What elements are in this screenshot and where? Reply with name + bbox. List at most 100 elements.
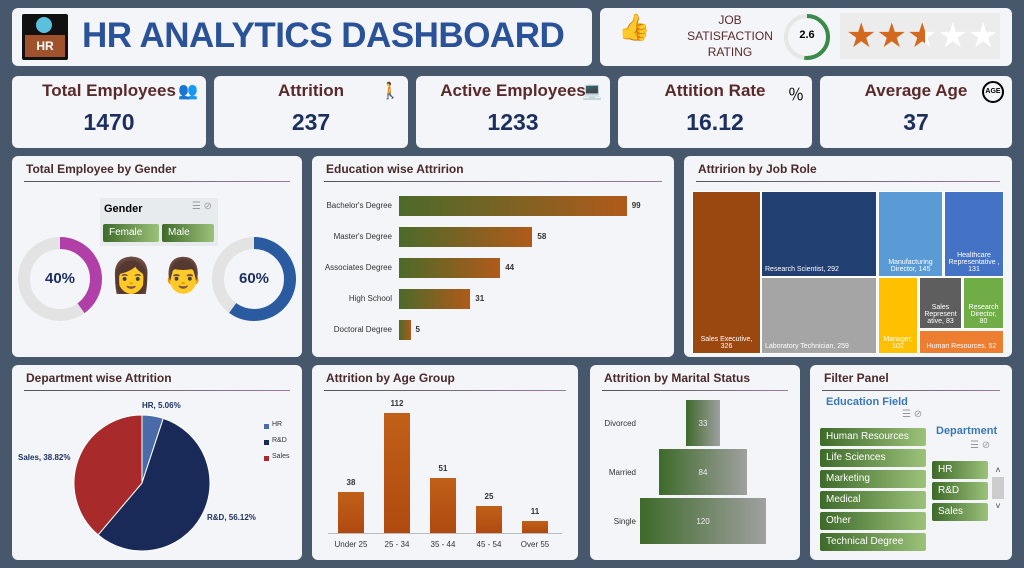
people-group-icon: 👥 — [178, 83, 198, 100]
bar — [399, 289, 471, 309]
bar — [399, 258, 501, 278]
logo-text: HR — [25, 35, 65, 57]
kpi-card: Attition Rate 16.12 ％ — [618, 76, 812, 148]
title-card: HR HR ANALYTICS DASHBOARD — [12, 8, 592, 66]
bar — [658, 449, 748, 495]
bar-label: Master's Degree — [333, 232, 392, 241]
male-percent: 60% — [238, 270, 270, 287]
legend-swatch — [264, 424, 269, 429]
card-title: Attririon by Job Role — [698, 162, 817, 176]
data-label: 44 — [505, 263, 515, 272]
slicer-option-female[interactable]: Female — [103, 224, 159, 242]
gender-slicer: Gender ☰ ⊘ Female Male — [100, 198, 218, 246]
department-slicer-title: Department — [936, 425, 998, 437]
data-label: 33 — [698, 419, 708, 428]
slicer-option-education[interactable]: Life Sciences — [820, 449, 926, 467]
data-label: 38 — [346, 478, 356, 488]
x-axis — [328, 533, 562, 534]
slicer-option-department[interactable]: Sales — [932, 503, 988, 521]
data-label: 99 — [631, 201, 641, 210]
pie-slice-rd — [97, 417, 211, 552]
kpi-title: Average Age — [864, 81, 968, 100]
legend-label: HR — [272, 421, 283, 428]
treemap-tile: Sales Represent ative, 83 — [919, 277, 962, 329]
bar — [430, 478, 456, 533]
kpi-value: 37 — [903, 109, 929, 135]
kpi-card: Total Employees 1470 👥 — [12, 76, 206, 148]
bar-label: Associates Degree — [324, 263, 392, 272]
slicer-option-education[interactable]: Human Resources — [820, 428, 926, 446]
card-title: Attrition by Age Group — [326, 371, 455, 385]
treemap-tile: Human Resources, 52 — [919, 330, 1004, 354]
axis-label: 45 - 54 — [476, 540, 502, 549]
male-donut — [212, 237, 296, 321]
treemap-tile: Manager, 102 — [878, 277, 918, 354]
page-title: HR ANALYTICS DASHBOARD — [82, 16, 565, 55]
pie-data-label: HR, 5.06% — [142, 401, 181, 410]
pie-data-label: Sales, 38.82% — [18, 453, 71, 462]
kpi-title: Attition Rate — [664, 81, 766, 100]
kpi-title: Total Employees — [42, 81, 176, 100]
data-label: 11 — [530, 507, 540, 517]
bar — [399, 196, 627, 216]
axis-label: 35 - 44 — [430, 540, 456, 549]
bar — [640, 498, 766, 544]
department-pie-chart — [73, 414, 211, 552]
age-icon: AGE — [982, 81, 1004, 103]
filter-panel: Filter Panel Education Field ☰ ⊘ Departm… — [810, 365, 1012, 560]
slicer-option-department[interactable]: R&D — [932, 482, 988, 500]
axis-label: Under 25 — [334, 540, 368, 549]
legend-label: Sales — [272, 453, 290, 460]
data-label: 51 — [438, 464, 448, 474]
scroll-down-icon[interactable]: ˅ — [995, 501, 1001, 511]
data-label: 5 — [415, 325, 420, 334]
people-leaving-icon: 🚶 — [380, 83, 400, 100]
slicer-option-education[interactable]: Technical Degree — [820, 533, 926, 551]
data-label: 25 — [484, 492, 494, 502]
slicer-option-education[interactable]: Medical — [820, 491, 926, 509]
pie-data-label: R&D, 56.12% — [207, 513, 256, 522]
treemap-tile: Healthcare Representative , 131 — [944, 191, 1004, 277]
female-icon: 👩 — [110, 257, 153, 295]
bar-label: Doctoral Degree — [333, 325, 392, 334]
kpi-title: Attrition — [277, 81, 345, 100]
kpi-value: 16.12 — [686, 109, 744, 135]
card-title: Attrition by Marital Status — [604, 371, 751, 385]
rating-value: 2.6 — [799, 29, 815, 41]
desk-worker-icon: 💻 — [582, 83, 602, 100]
treemap-tile: Laboratory Technician, 259 — [761, 277, 877, 354]
female-percent: 40% — [44, 270, 76, 287]
star-icon: ★ — [876, 17, 907, 55]
star-icon: ★ — [937, 17, 968, 55]
slicer-option-education[interactable]: Other — [820, 512, 926, 530]
kpi-card: Attrition 237 🚶 — [214, 76, 408, 148]
scroll-up-icon[interactable]: ˄ — [995, 465, 1001, 475]
star-rating: ★★★★★ — [840, 13, 1000, 59]
bar-label: High School — [348, 294, 392, 303]
department-clear-filter-icon[interactable]: ☰ ⊘ — [970, 440, 991, 451]
star-icon: ★ — [906, 17, 938, 55]
kpi-card: Active Employees 1233 💻 — [416, 76, 610, 148]
kpi-title: Active Employees — [440, 81, 586, 100]
education-clear-filter-icon[interactable]: ☰ ⊘ — [902, 409, 923, 420]
slicer-option-education[interactable]: Marketing — [820, 470, 926, 488]
slicer-option-department[interactable]: HR — [932, 461, 988, 479]
rating-label: SATISFACTION — [687, 29, 773, 43]
percent-person-icon: ％ — [787, 87, 804, 104]
data-label: 31 — [475, 294, 485, 303]
card-title: Education wise Attririon — [326, 162, 464, 176]
bar — [685, 400, 721, 446]
bar — [522, 521, 548, 533]
card-title: Filter Panel — [824, 371, 889, 385]
clear-filter-icon[interactable]: ☰ ⊘ — [191, 201, 212, 212]
slicer-title: Gender — [104, 203, 143, 215]
slicer-option-male[interactable]: Male — [162, 224, 214, 242]
data-label: 84 — [698, 468, 708, 477]
axis-label: Single — [613, 517, 636, 526]
data-label: 112 — [390, 399, 404, 409]
treemap-tile: Manufacturing Director, 145 — [878, 191, 943, 277]
card-title: Total Employee by Gender — [26, 162, 177, 176]
bar — [399, 320, 411, 340]
department-scrollbar[interactable]: ˄ ˅ — [992, 465, 1004, 521]
bar — [384, 413, 410, 533]
